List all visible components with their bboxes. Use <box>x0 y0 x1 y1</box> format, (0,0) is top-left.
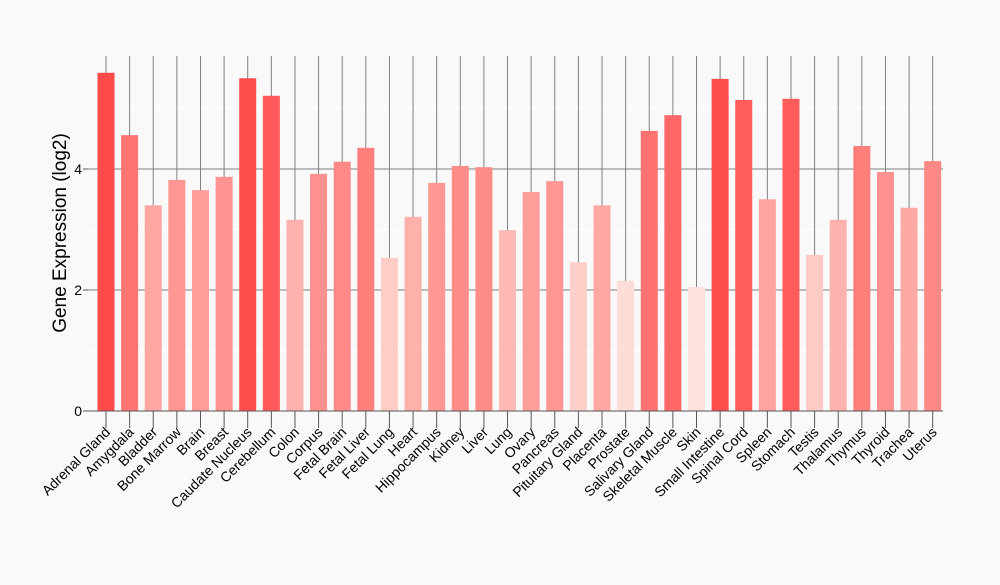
bar-bladder <box>144 205 162 411</box>
bar-spleen <box>758 199 776 411</box>
bars <box>97 72 942 412</box>
bar-spinal-cord <box>735 100 753 411</box>
bar-testis <box>806 254 824 411</box>
bar-hippocampus <box>428 182 446 411</box>
bar-skin <box>688 286 705 411</box>
bar-stomach <box>782 98 800 411</box>
bar-lung <box>499 230 517 411</box>
y-axis-label: Gene Expression (log2) <box>50 133 71 333</box>
bar-breast <box>215 176 233 411</box>
y-tick-labels: 0 2 4 <box>74 161 82 419</box>
bar-liver <box>475 167 493 411</box>
y-tick-label: 2 <box>74 282 82 298</box>
bar-prostate <box>617 280 635 411</box>
bar-kidney <box>451 165 469 411</box>
bar-brain <box>191 190 209 411</box>
bar-thyroid <box>876 172 894 411</box>
bar-cerebellum <box>262 95 280 412</box>
bar-colon <box>286 219 304 411</box>
bar-fetal-liver <box>357 147 375 411</box>
bar-ovary <box>522 191 540 411</box>
y-tick-label: 4 <box>74 161 82 177</box>
bar-thalamus <box>829 219 847 411</box>
bar-uterus <box>924 161 942 411</box>
bar-amygdala <box>121 135 139 411</box>
bar-corpus <box>310 173 328 411</box>
bar-trachea <box>900 207 918 411</box>
bar-placenta <box>593 205 611 411</box>
bar-adrenal-gland <box>97 72 115 412</box>
y-tick-label: 0 <box>74 403 82 419</box>
bar-skeletal-muscle <box>664 115 682 411</box>
axes <box>83 168 943 428</box>
bar-thymus <box>853 146 871 411</box>
bar-fetal-lung <box>380 257 398 411</box>
bar-pituitary-gland <box>569 262 587 411</box>
bar-heart <box>404 216 422 411</box>
bar-pancreas <box>546 181 564 411</box>
bar-salivary-gland <box>640 130 658 411</box>
bar-fetal-brain <box>333 161 351 411</box>
bar-caudate-nucleus <box>239 78 257 411</box>
bar-small-intestine <box>711 78 729 411</box>
bar-bone-marrow <box>168 179 186 411</box>
